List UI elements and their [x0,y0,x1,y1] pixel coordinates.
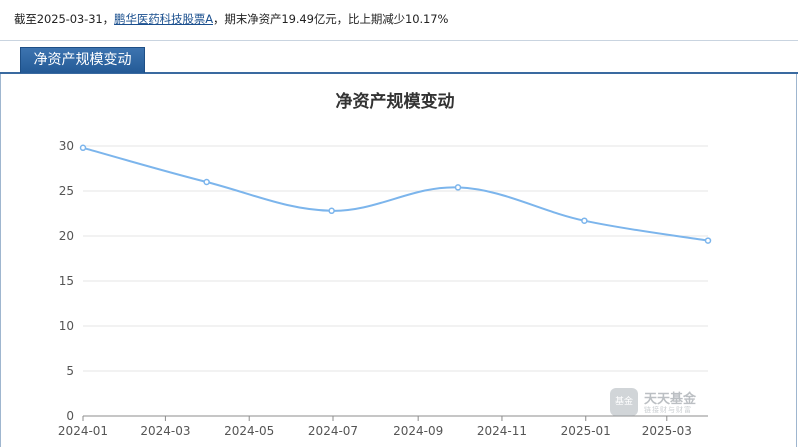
summary-text: 截至2025-03-31，鹏华医药科技股票A，期末净资产19.49亿元，比上期减… [14,11,448,27]
data-point [704,237,712,244]
grid-lines [83,145,708,372]
x-tick-label: 2024-07 [308,424,358,438]
summary-prefix: 截至2025-03-31， [14,12,115,26]
data-point [454,184,462,191]
data-point [328,207,335,215]
y-tick-label: 10 [59,319,74,333]
x-axis: 2024-01 2024-03 2024-05 2024-07 2024-09 2024-… [58,415,708,438]
x-tick-label: 2024-05 [224,424,274,438]
chart-title: 净资产规模变动 [336,91,455,112]
x-tick-label: 2025-01 [561,424,611,438]
x-tick-label: 2024-03 [140,424,190,438]
fund-logo-icon: 基金 [610,388,638,416]
divider [0,40,798,41]
data-point [203,178,210,186]
y-tick-label: 0 [66,409,74,423]
y-tick-label: 30 [59,139,74,153]
x-tick-label: 2024-01 [58,424,108,438]
y-axis: 0 5 10 15 20 25 30 [59,139,74,423]
x-tick-label: 2025-03 [642,424,692,438]
watermark-logo: 基金 天天基金 链接财与财富 [610,388,714,416]
series-line [82,146,709,242]
tab-net-assets[interactable]: 净资产规模变动 [20,47,145,73]
summary-suffix: 期末净资产19.49亿元，比上期减少10.17% [224,12,449,26]
summary-separator: ， [213,12,225,26]
x-tick-label: 2024-11 [477,424,527,438]
y-tick-label: 5 [66,364,74,378]
watermark-brand: 天天基金 [644,392,697,407]
series-layer [79,144,712,244]
fund-name-link[interactable]: 鹏华医药科技股票A [114,12,214,26]
data-point [581,217,588,224]
chart-panel [0,73,797,447]
y-tick-label: 20 [59,229,74,243]
x-tick-label: 2024-09 [393,424,443,438]
y-tick-label: 25 [59,184,74,198]
tab-underline [0,72,798,74]
y-tick-label: 15 [59,274,74,288]
data-point [79,144,87,152]
watermark-sub: 链接财与财富 [644,406,692,414]
